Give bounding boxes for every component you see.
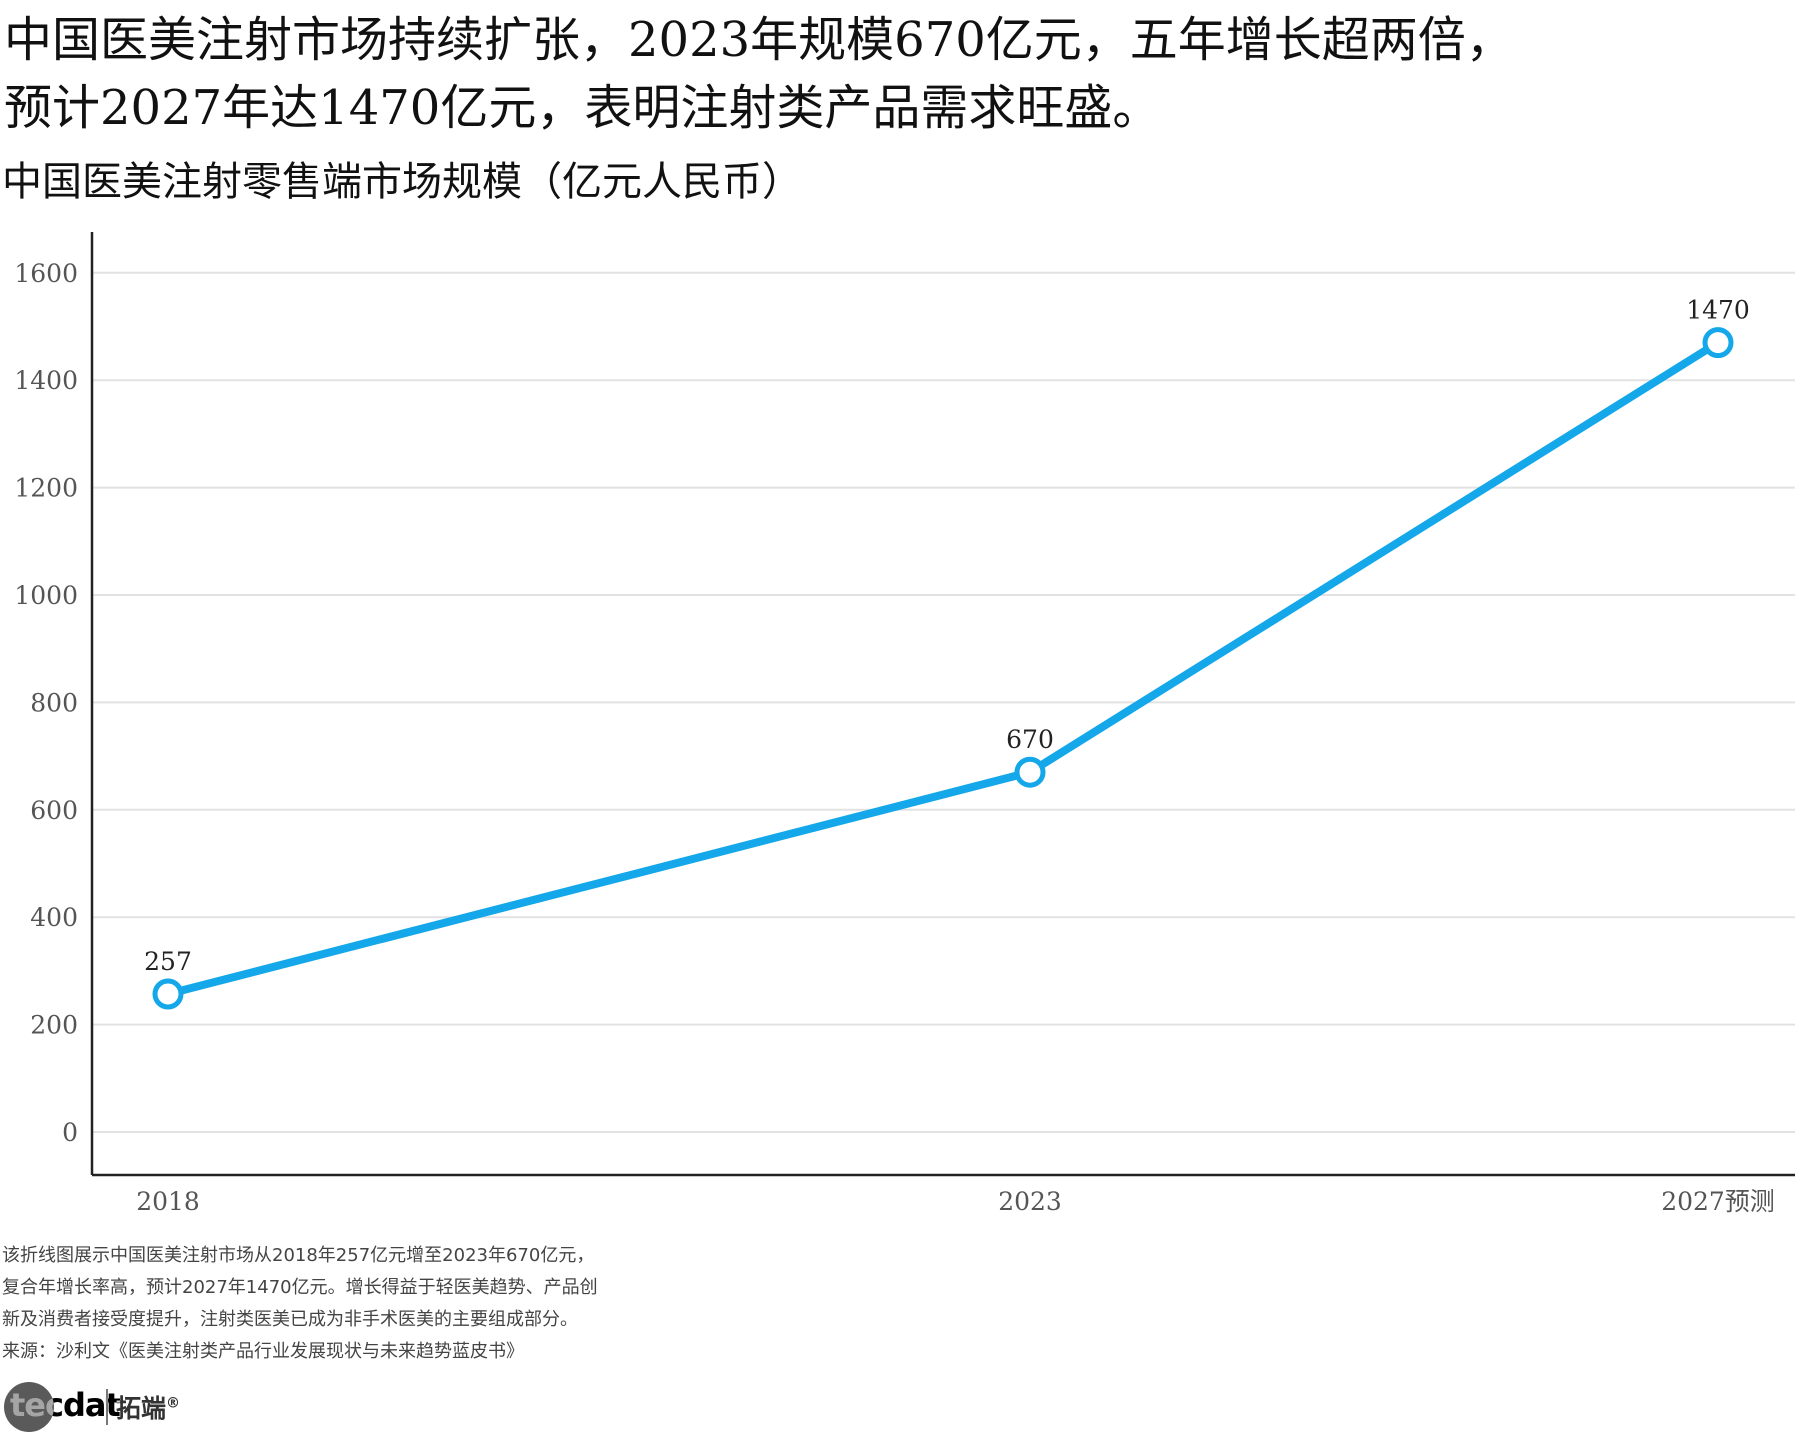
y-tick-label-400: 400 (30, 903, 78, 932)
headline-line-2: 预计2027年达1470亿元，表明注射类产品需求旺盛。 (4, 80, 1161, 136)
y-tick-label-0: 0 (62, 1118, 78, 1147)
registered-mark-icon: ® (166, 1395, 181, 1412)
data-point-2027预测 (1702, 327, 1734, 359)
logo-divider (106, 1389, 108, 1425)
data-point-2018 (152, 978, 184, 1010)
logo-circle-icon (4, 1382, 54, 1432)
note-line-2: 复合年增长率高，预计2027年1470亿元。增长得益于轻医美趋势、产品创 (2, 1277, 598, 1298)
x-tick-label-1: 2023 (998, 1187, 1062, 1216)
data-label-2018: 257 (144, 947, 192, 976)
headline: 中国医美注射市场持续扩张，2023年规模670亿元，五年增长超两倍， 预计202… (4, 6, 1764, 142)
chart-title: 中国医美注射零售端市场规模（亿元人民币） (2, 159, 802, 205)
y-tick-label-600: 600 (30, 796, 78, 825)
x-axis-tick-labels: 2018 2023 2027预测 (136, 1187, 1775, 1216)
logo-cn-text: 拓端® (116, 1389, 180, 1425)
y-tick-label-1000: 1000 (14, 581, 78, 610)
y-tick-label-200: 200 (30, 1011, 78, 1040)
data-point-2023 (1014, 756, 1046, 788)
source-note: 来源：沙利文《医美注射类产品行业发展现状与未来趋势蓝皮书》 (2, 1341, 524, 1362)
note-line-3: 新及消费者接受度提升，注射类医美已成为非手术医美的主要组成部分。 (2, 1309, 578, 1330)
tecdat-logo-mark: tecdat (4, 1382, 121, 1432)
logo-cn-name: 拓端 (116, 1394, 167, 1423)
data-labels: 257 670 1470 (144, 296, 1750, 976)
y-tick-label-1200: 1200 (14, 474, 78, 503)
series-line-0 (164, 338, 1722, 998)
logo-brand-text: tecdat (10, 1386, 121, 1424)
gridlines (92, 271, 1795, 1133)
axes (90, 232, 1795, 1177)
y-axis-tick-labels: 0 200 400 600 800 1000 1200 1400 1600 (14, 259, 78, 1147)
brand-logo: tecdat 拓端® (4, 1382, 180, 1432)
y-tick-label-1600: 1600 (14, 259, 78, 288)
data-label-2023: 670 (1006, 725, 1054, 754)
data-label-2027预测: 1470 (1686, 296, 1750, 325)
x-tick-label-2: 2027预测 (1661, 1187, 1775, 1216)
x-tick-label-0: 2018 (136, 1187, 200, 1216)
chart-notes: 该折线图展示中国医美注射市场从2018年257亿元增至2023年670亿元， 复… (2, 1240, 702, 1368)
y-tick-label-1400: 1400 (14, 366, 78, 395)
note-line-1: 该折线图展示中国医美注射市场从2018年257亿元增至2023年670亿元， (2, 1245, 595, 1266)
series-layer (152, 327, 1734, 1010)
headline-line-1: 中国医美注射市场持续扩张，2023年规模670亿元，五年增长超两倍， (4, 12, 1514, 68)
y-tick-label-800: 800 (30, 688, 78, 717)
